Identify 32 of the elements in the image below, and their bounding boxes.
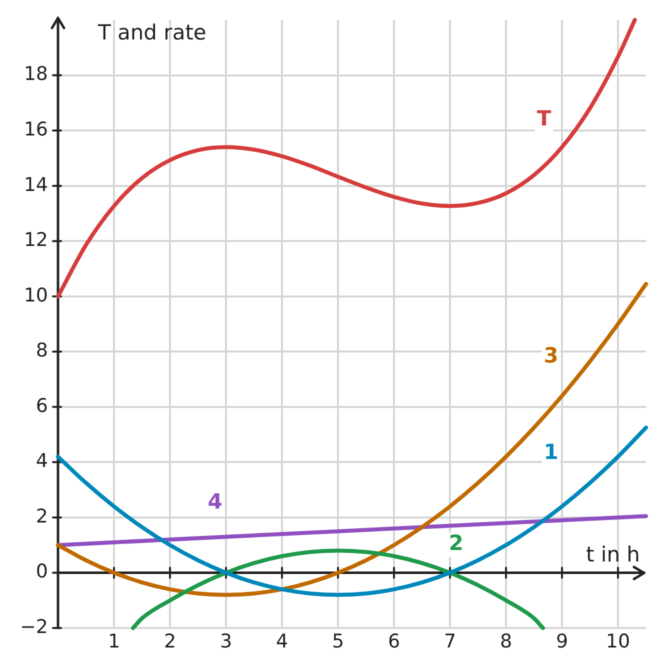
series-label: T bbox=[536, 106, 552, 130]
series-label: 1 bbox=[544, 440, 558, 464]
x-tick-label: 9 bbox=[556, 630, 568, 652]
x-tick-label: 3 bbox=[220, 630, 232, 652]
line-series bbox=[56, 282, 648, 597]
series-label: 2 bbox=[448, 531, 464, 556]
y-tick-label: 18 bbox=[24, 63, 48, 86]
x-tick-label: 8 bbox=[500, 630, 512, 652]
x-tick-label: 6 bbox=[388, 630, 400, 652]
x-tick-label: 1 bbox=[108, 630, 120, 652]
y-tick-label: 10 bbox=[24, 284, 48, 306]
y-tick-label: 0 bbox=[36, 560, 48, 583]
y-tick-label: 6 bbox=[36, 394, 48, 417]
line-series bbox=[56, 426, 648, 597]
y-tick-label: 2 bbox=[36, 505, 48, 528]
y-tick-label: 14 bbox=[24, 174, 48, 196]
y-axis-title: T and rate bbox=[97, 20, 206, 44]
line-series bbox=[56, 18, 637, 298]
x-tick-label: 10 bbox=[606, 630, 630, 652]
series-label: 4 bbox=[208, 490, 222, 514]
x-tick-label: 2 bbox=[164, 630, 176, 652]
x-tick-label: 5 bbox=[332, 630, 344, 652]
line-series bbox=[131, 548, 545, 630]
y-tick-label: 16 bbox=[24, 118, 48, 140]
x-tick-label: 7 bbox=[444, 630, 456, 652]
x-tick-label: 4 bbox=[276, 630, 288, 652]
y-tick-label: 8 bbox=[36, 340, 48, 362]
y-tick-label: −2 bbox=[20, 616, 48, 638]
y-tick-label: 12 bbox=[24, 229, 48, 252]
series-label: 3 bbox=[544, 343, 558, 368]
y-tick-label: 4 bbox=[36, 450, 48, 472]
x-axis-title: t in h bbox=[586, 542, 640, 567]
